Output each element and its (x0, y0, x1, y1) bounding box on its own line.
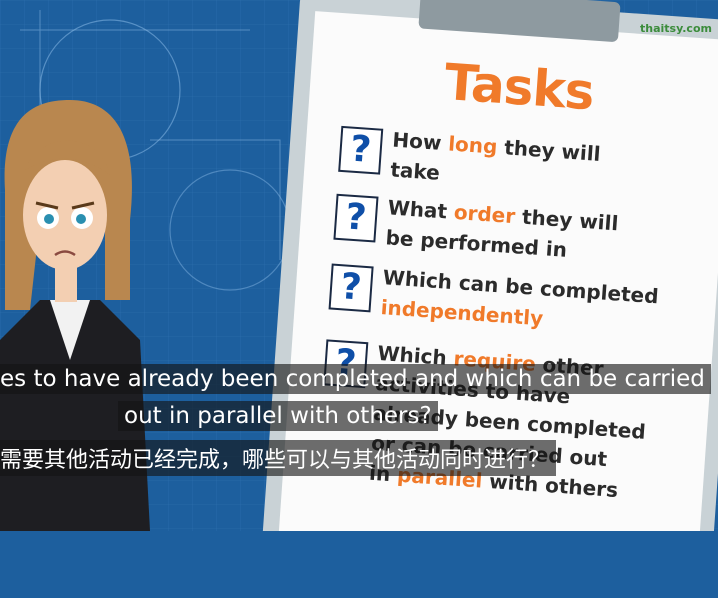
task-text: How (391, 127, 450, 156)
task-item: ?Which require otheractivities to haveal… (323, 337, 706, 502)
task-line: take (390, 157, 441, 184)
page: thaitsy.com Tasks ? How long they will tak… (0, 0, 718, 531)
clipboard-title: Tasks (442, 53, 596, 122)
logo: thaitsy.com (640, 22, 712, 35)
task-item: ? What order they will be performed in (333, 192, 716, 262)
subtitle: 需要其他活动已经完成，哪些可以与其他活动同时进行？ (0, 440, 557, 476)
task-text: they will (514, 204, 620, 236)
task-text: be performed in (384, 225, 568, 262)
task-text: they will (496, 134, 602, 166)
task-item: ? How long they will take (338, 124, 718, 185)
question-icon: ? (328, 263, 374, 313)
highlight-word: long (447, 131, 499, 159)
task-line: independently (380, 295, 544, 330)
highlight-word: independently (379, 295, 544, 331)
paper: Tasks ? How long they will take? What order… (280, 30, 718, 598)
task-text: What (386, 195, 455, 224)
task-line: be performed in (385, 225, 568, 262)
question-icon: ? (333, 193, 379, 243)
task-item: ? Which can be completed independently (328, 262, 711, 330)
highlight-word: order (453, 199, 517, 229)
task-text: take (389, 157, 441, 185)
subtitle: out in parallel with others? (118, 401, 438, 431)
question-icon: ? (338, 125, 384, 175)
subtitle: es to have already been completed and wh… (0, 364, 711, 394)
